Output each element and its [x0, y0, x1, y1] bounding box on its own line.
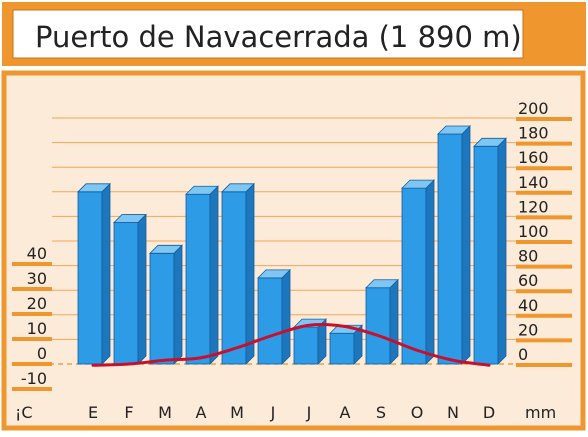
left-tick-label: -10: [21, 369, 47, 388]
precip-bar: [473, 137, 507, 365]
month-label: A: [340, 403, 351, 422]
right-tick-label: 20: [518, 320, 538, 339]
precip-bar: [257, 268, 291, 365]
temperature-line: [91, 323, 491, 367]
left-tick-label: 10: [27, 319, 47, 338]
month-label: O: [411, 403, 424, 422]
left-tick-label: 0: [37, 344, 47, 363]
right-tick-label: 80: [518, 247, 538, 266]
title-box: [12, 9, 524, 59]
precip-bar: [329, 324, 363, 365]
precip-bar: [365, 278, 399, 365]
right-tick-label: 140: [518, 173, 549, 192]
month-label: A: [196, 403, 207, 422]
precip-bar: [185, 185, 219, 365]
right-tick-label: 160: [518, 148, 549, 167]
month-label: M: [158, 403, 172, 422]
precip-bar: [149, 244, 183, 365]
month-label: J: [306, 403, 312, 422]
left-tick-label: 20: [27, 294, 47, 313]
right-tick-label: 120: [518, 197, 549, 216]
right-tick-label: 0: [518, 345, 528, 364]
right-axis-unit: mm: [525, 403, 556, 422]
left-tick-label: 40: [27, 244, 47, 263]
month-label: F: [124, 403, 133, 422]
left-tick-label: 30: [27, 269, 47, 288]
left-axis-unit: ¡C: [15, 403, 33, 422]
right-tick-label: 100: [518, 222, 549, 241]
precip-bar: [77, 182, 111, 365]
chart-title: Puerto de Navacerrada (1 890 m): [35, 20, 522, 54]
precip-bar: [113, 213, 147, 365]
month-label: J: [270, 403, 276, 422]
right-tick-label: 40: [518, 296, 538, 315]
right-tick-label: 200: [518, 99, 549, 118]
month-label: M: [230, 403, 244, 422]
right-tick-label: 60: [518, 271, 538, 290]
month-label: N: [447, 403, 459, 422]
precip-bar: [401, 179, 435, 365]
month-label: S: [376, 403, 386, 422]
right-tick-label: 180: [518, 124, 549, 143]
precip-bar: [437, 125, 471, 365]
month-label: D: [483, 403, 495, 422]
precip-bar: [221, 182, 255, 365]
month-label: E: [88, 403, 98, 422]
